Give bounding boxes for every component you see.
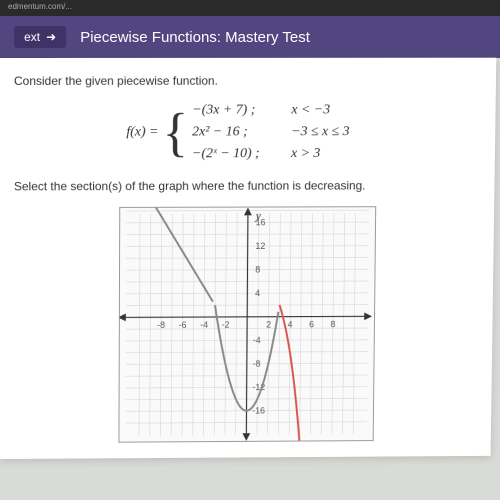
svg-text:-4: -4 (253, 335, 261, 345)
case-row: −(2ˣ − 10) ; x > 3 (192, 146, 370, 162)
question-prompt: Consider the given piecewise function. (14, 74, 482, 88)
case-expr: −(2ˣ − 10) ; (192, 146, 291, 162)
question-page: Consider the given piecewise function. f… (0, 58, 496, 459)
svg-text:4: 4 (288, 319, 293, 329)
svg-text:-6: -6 (179, 320, 187, 330)
page-header: ext ➜ Piecewise Functions: Mastery Test (0, 16, 500, 58)
instruction-text: Select the section(s) of the graph where… (14, 178, 481, 193)
piecewise-equation: f(x) = { −(3x + 7) ; x < −3 2x² − 16 ; −… (14, 101, 482, 163)
case-cond: x < −3 (291, 102, 370, 118)
case-cond: −3 ≤ x ≤ 3 (291, 124, 370, 140)
svg-text:-8: -8 (157, 320, 165, 330)
svg-text:-16: -16 (252, 406, 265, 416)
arrow-right-icon: ➜ (46, 30, 56, 44)
svg-text:6: 6 (309, 319, 314, 329)
equation-cases: −(3x + 7) ; x < −3 2x² − 16 ; −3 ≤ x ≤ 3… (192, 102, 371, 162)
case-row: −(3x + 7) ; x < −3 (192, 102, 370, 118)
svg-text:-2: -2 (222, 320, 230, 330)
page-title: Piecewise Functions: Mastery Test (80, 28, 310, 45)
svg-text:8: 8 (330, 319, 335, 329)
url-fragment: edmentum.com/... (8, 2, 72, 11)
case-expr: −(3x + 7) ; (192, 103, 291, 119)
case-cond: x > 3 (291, 146, 370, 162)
next-button-label: ext (24, 30, 40, 44)
svg-text:-8: -8 (253, 359, 261, 369)
curve-segment-1[interactable] (150, 206, 213, 302)
browser-url-bar: edmentum.com/... (0, 0, 500, 16)
svg-text:4: 4 (255, 288, 260, 298)
svg-text:-4: -4 (200, 320, 208, 330)
svg-text:2: 2 (266, 320, 271, 330)
graph-container: -8-6-4-22468481216-4-8-12-16y (14, 206, 481, 443)
svg-text:12: 12 (255, 241, 265, 251)
next-button[interactable]: ext ➜ (14, 26, 66, 48)
case-row: 2x² − 16 ; −3 ≤ x ≤ 3 (192, 124, 370, 140)
case-expr: 2x² − 16 ; (192, 124, 291, 140)
equation-lhs: f(x) = (126, 125, 158, 141)
svg-text:8: 8 (255, 265, 260, 275)
svg-text:y: y (255, 208, 262, 222)
piecewise-graph[interactable]: -8-6-4-22468481216-4-8-12-16y (118, 206, 376, 442)
left-brace-icon: { (162, 102, 188, 164)
